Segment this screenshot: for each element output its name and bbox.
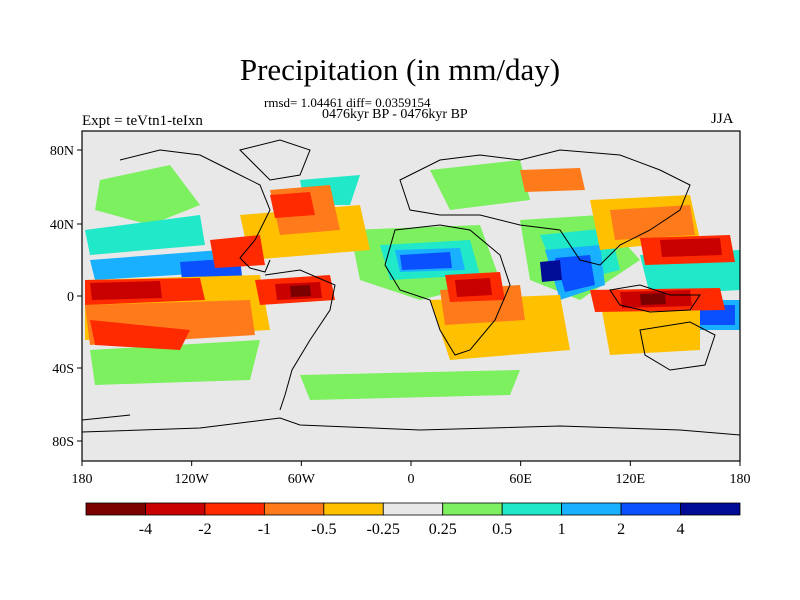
field-patch [400, 252, 452, 270]
lat-label: 40S [52, 362, 74, 377]
colorbar-label: 0.25 [429, 521, 457, 538]
field-patch [90, 320, 190, 350]
colorbar-swatch [323, 502, 384, 516]
colorbar-swatch [501, 502, 563, 516]
diff-label: diff= [346, 95, 372, 110]
field-patch [660, 238, 722, 257]
field-patch [270, 192, 315, 218]
coastline [609, 284, 701, 313]
colorbar-swatch [145, 502, 206, 516]
axis-labels: 80N 40N 0 40S 80S 180 120W 60W 0 60E 120E 180 [50, 144, 751, 487]
field-patch [90, 281, 162, 300]
coastline [239, 139, 311, 181]
rmsd-label: rmsd= [264, 95, 298, 110]
colorbar-swatch [442, 502, 503, 516]
colorbar-swatch [204, 502, 265, 516]
colorbar-label: -0.5 [311, 521, 336, 538]
lat-label: 80N [50, 144, 74, 159]
lon-label: 180 [72, 472, 93, 487]
coastline [399, 149, 691, 266]
lat-label: 40N [50, 218, 74, 233]
axis-ticks [77, 149, 741, 466]
field-patch [520, 168, 585, 192]
lon-label: 120W [175, 472, 210, 487]
colorbar-label: 1 [558, 521, 566, 538]
anomaly-fields [85, 160, 740, 400]
field-patch [610, 205, 695, 240]
field-patch [300, 370, 520, 400]
colorbar-label: 4 [677, 521, 685, 538]
field-patch [210, 235, 265, 268]
lon-label: 0 [408, 472, 415, 487]
field-patch [555, 255, 595, 292]
rmsd-value: 1.04461 [300, 95, 343, 110]
map-title: Precipitation (in mm/day) [239, 52, 561, 87]
coastline [384, 224, 511, 356]
field-patch [455, 278, 492, 297]
field-patch [640, 293, 666, 305]
field-patch [95, 165, 200, 225]
field-patch [430, 160, 530, 210]
coastline [119, 149, 271, 273]
colorbar-label: -1 [258, 521, 271, 538]
stats-line: rmsd= 1.04461 diff= 0.0359154 [264, 95, 430, 111]
colorbar-swatch [85, 502, 146, 516]
diff-value: 0.0359154 [375, 95, 431, 110]
lat-label: 80S [52, 435, 74, 450]
coastline [264, 269, 336, 411]
colorbar-label: -0.25 [367, 521, 400, 538]
colorbar-swatch [263, 502, 325, 516]
lon-label: 60E [509, 472, 532, 487]
colorbar-label: 0.5 [492, 521, 512, 538]
lon-label: 180 [730, 472, 751, 487]
coastline [82, 414, 131, 421]
period-label: 0476kyr BP - 0476kyr BP [322, 107, 468, 122]
season-label: JJA [711, 111, 734, 127]
field-patch [90, 340, 260, 385]
lon-label: 120E [616, 472, 646, 487]
lat-label: 0 [67, 290, 74, 305]
lon-label: 60W [288, 472, 316, 487]
colorbar-label: -2 [198, 521, 211, 538]
colorbar-swatch [680, 502, 741, 516]
experiment-label: Expt = teVtn1-teIxn [82, 113, 203, 129]
colorbar-swatch [620, 502, 681, 516]
coastline [639, 321, 716, 371]
field-patch [85, 215, 205, 255]
coastline [82, 417, 740, 436]
field-patch [540, 260, 562, 282]
field-patch [290, 285, 311, 297]
colorbar: -4 -2 -1 -0.5 -0.25 0.25 0.5 1 2 4 [85, 502, 741, 538]
colorbar-swatch [382, 502, 444, 516]
colorbar-swatch [561, 502, 622, 516]
colorbar-label: -4 [139, 521, 152, 538]
coastlines [82, 139, 740, 436]
colorbar-label: 2 [617, 521, 625, 538]
